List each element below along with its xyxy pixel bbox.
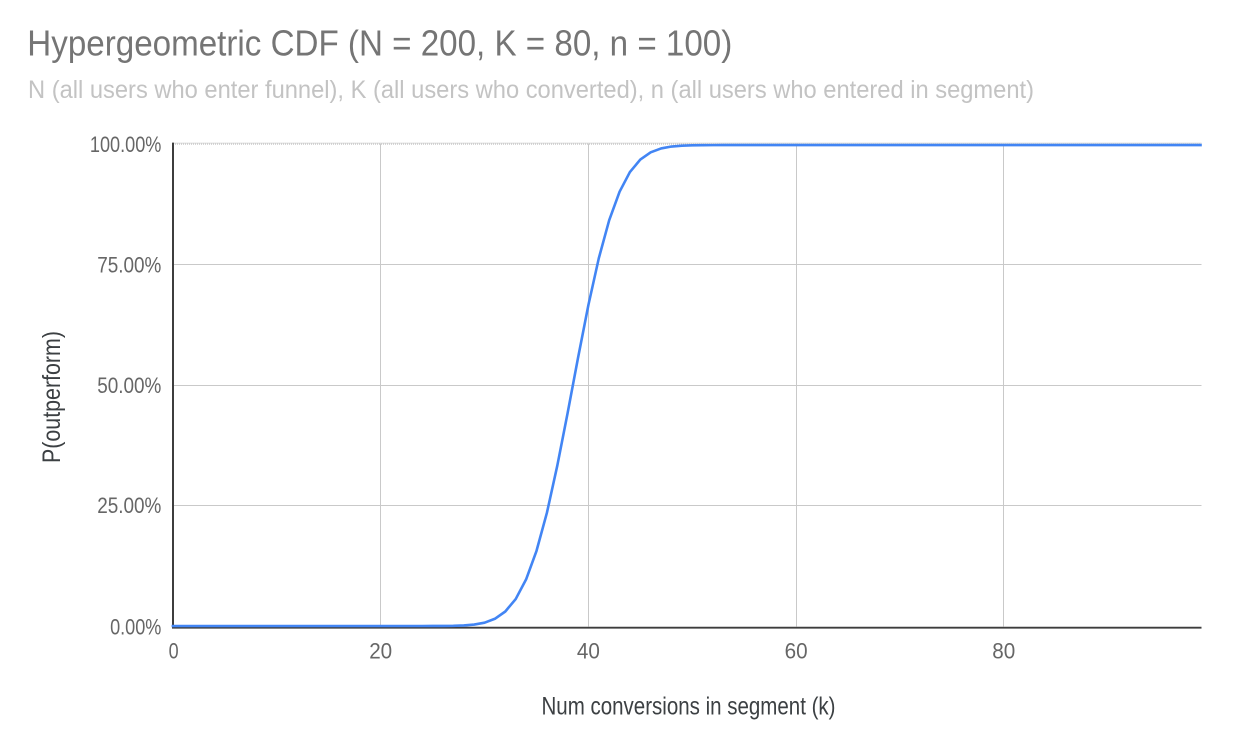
svg-text:0.00%: 0.00%: [110, 615, 161, 640]
svg-text:Hypergeometric CDF (N = 200, K: Hypergeometric CDF (N = 200, K = 80, n =…: [27, 23, 732, 64]
svg-text:40: 40: [577, 638, 600, 663]
svg-text:60: 60: [785, 638, 808, 663]
svg-text:P(outperform): P(outperform): [38, 331, 66, 463]
svg-text:Num conversions in segment (k): Num conversions in segment (k): [542, 693, 836, 721]
svg-text:50.00%: 50.00%: [97, 373, 161, 398]
svg-text:100.00%: 100.00%: [90, 132, 162, 157]
svg-text:20: 20: [369, 638, 392, 663]
svg-text:75.00%: 75.00%: [97, 252, 161, 277]
svg-text:N (all users who enter funnel): N (all users who enter funnel), K (all u…: [28, 76, 1034, 104]
svg-text:0: 0: [169, 638, 179, 663]
svg-text:25.00%: 25.00%: [97, 493, 161, 518]
svg-text:80: 80: [992, 638, 1015, 663]
